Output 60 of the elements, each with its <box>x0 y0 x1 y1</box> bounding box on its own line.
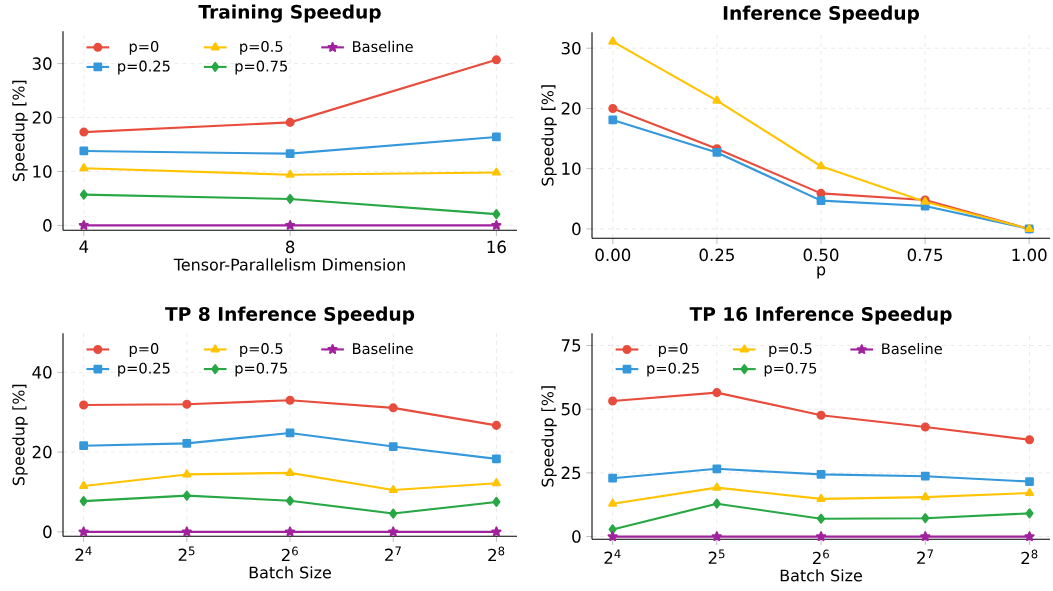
x-tick-label: 2$^{7}$ <box>385 546 401 561</box>
x-tick-label: 2$^{8}$ <box>488 546 505 561</box>
y-tick-label: 10 <box>33 165 52 178</box>
legend-label: Baseline <box>353 342 413 355</box>
legend-label: p=0 <box>129 342 159 357</box>
x-tick-label: 4 <box>79 240 89 253</box>
x-tick-label: 0.75 <box>907 248 943 262</box>
chart-title: Training Speedup <box>198 4 381 23</box>
y-tick-label: 75 <box>561 339 581 352</box>
x-tick-label: 0.25 <box>699 248 734 262</box>
y-axis-title: Speedup [%] <box>541 85 557 186</box>
x-tick-label: 0.50 <box>803 248 839 262</box>
legend-label: p=0.75 <box>764 362 817 377</box>
x-axis-title: Batch Size <box>249 566 331 579</box>
y-tick-label: 20 <box>561 102 581 115</box>
legend-label: p=0 <box>658 342 688 357</box>
x-tick-label: 2$^{8}$ <box>1021 549 1038 564</box>
x-axis-title: Tensor-Parallelism Dimension <box>173 258 405 271</box>
x-tick-label: 2$^{6}$ <box>281 546 298 561</box>
x-tick-label: 2$^{5}$ <box>178 546 195 561</box>
legend-label: p=0.5 <box>240 40 283 55</box>
legend-label: p=0.25 <box>118 60 170 75</box>
y-tick-label: 10 <box>562 162 581 175</box>
x-tick-label: 2$^{5}$ <box>708 549 725 564</box>
x-tick-label: 2$^{4}$ <box>604 549 621 564</box>
y-tick-label: 0 <box>572 530 581 543</box>
legend-label: p=0 <box>129 40 159 55</box>
x-tick-label: 16 <box>487 240 506 254</box>
y-tick-label: 30 <box>32 57 52 70</box>
y-tick-label: 20 <box>32 445 52 459</box>
legend-label: p=0.5 <box>769 342 812 357</box>
legend-label: p=0.25 <box>118 362 170 377</box>
legend-label: p=0.75 <box>235 60 288 75</box>
y-tick-label: 25 <box>561 466 581 480</box>
x-tick-label: 2$^{7}$ <box>917 549 933 564</box>
x-tick-label: 0.00 <box>595 248 631 262</box>
x-axis-title: Batch Size <box>780 569 862 582</box>
x-axis-title: p <box>817 266 826 279</box>
legend-label: p=0.5 <box>240 342 283 357</box>
chart-title: TP 8 Inference Speedup <box>165 306 415 325</box>
y-axis-title: Speedup [%] <box>12 80 28 181</box>
chart-title: Inference Speedup <box>723 5 920 24</box>
legend-label: p=0.75 <box>235 362 288 377</box>
chart-title: TP 16 Inference Speedup <box>689 306 952 325</box>
y-tick-label: 50 <box>561 402 581 416</box>
x-tick-label: 8 <box>285 240 295 254</box>
legend-label: Baseline <box>882 342 942 355</box>
y-tick-label: 0 <box>572 222 581 236</box>
x-tick-label: 2$^{6}$ <box>812 549 829 564</box>
y-tick-label: 0 <box>43 525 52 539</box>
x-tick-label: 2$^{4}$ <box>75 546 92 561</box>
y-axis-title: Speedup [%] <box>541 386 557 487</box>
y-tick-label: 40 <box>32 365 52 379</box>
y-tick-label: 0 <box>43 218 52 232</box>
y-tick-label: 30 <box>561 41 581 55</box>
y-tick-label: 20 <box>32 111 52 124</box>
legend-label: Baseline <box>353 40 413 52</box>
x-tick-label: 1.00 <box>1012 248 1047 262</box>
y-axis-title: Speedup [%] <box>12 384 28 486</box>
legend-label: p=0.25 <box>647 362 699 377</box>
